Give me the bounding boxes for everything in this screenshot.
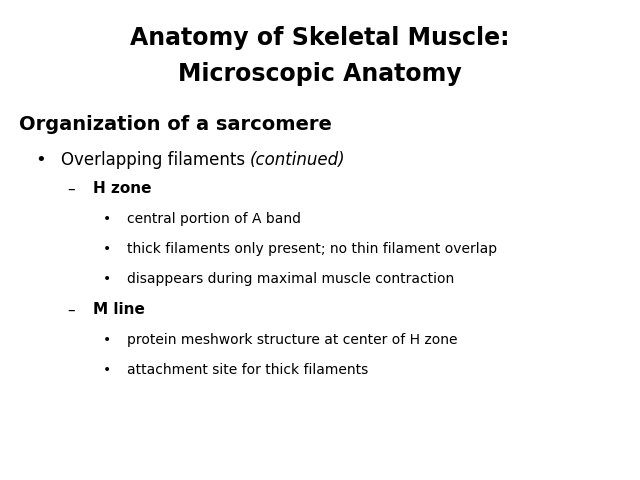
Text: attachment site for thick filaments: attachment site for thick filaments	[127, 363, 368, 377]
Text: Overlapping filaments: Overlapping filaments	[61, 151, 250, 169]
Text: Microscopic Anatomy: Microscopic Anatomy	[178, 62, 462, 86]
Text: H zone: H zone	[93, 181, 151, 196]
Text: –: –	[67, 302, 75, 317]
Text: protein meshwork structure at center of H zone: protein meshwork structure at center of …	[127, 333, 457, 347]
Text: –: –	[67, 181, 75, 196]
Text: thick filaments only present; no thin filament overlap: thick filaments only present; no thin fi…	[127, 242, 497, 256]
Text: Organization of a sarcomere: Organization of a sarcomere	[19, 115, 332, 134]
Text: •: •	[102, 272, 111, 286]
Text: •: •	[35, 151, 46, 169]
Text: disappears during maximal muscle contraction: disappears during maximal muscle contrac…	[127, 272, 454, 286]
Text: •: •	[102, 242, 111, 256]
Text: •: •	[102, 333, 111, 347]
Text: Anatomy of Skeletal Muscle:: Anatomy of Skeletal Muscle:	[131, 26, 509, 50]
Text: central portion of A band: central portion of A band	[127, 212, 301, 226]
Text: •: •	[102, 363, 111, 377]
Text: (continued): (continued)	[250, 151, 346, 169]
Text: •: •	[102, 212, 111, 226]
Text: M line: M line	[93, 302, 145, 317]
